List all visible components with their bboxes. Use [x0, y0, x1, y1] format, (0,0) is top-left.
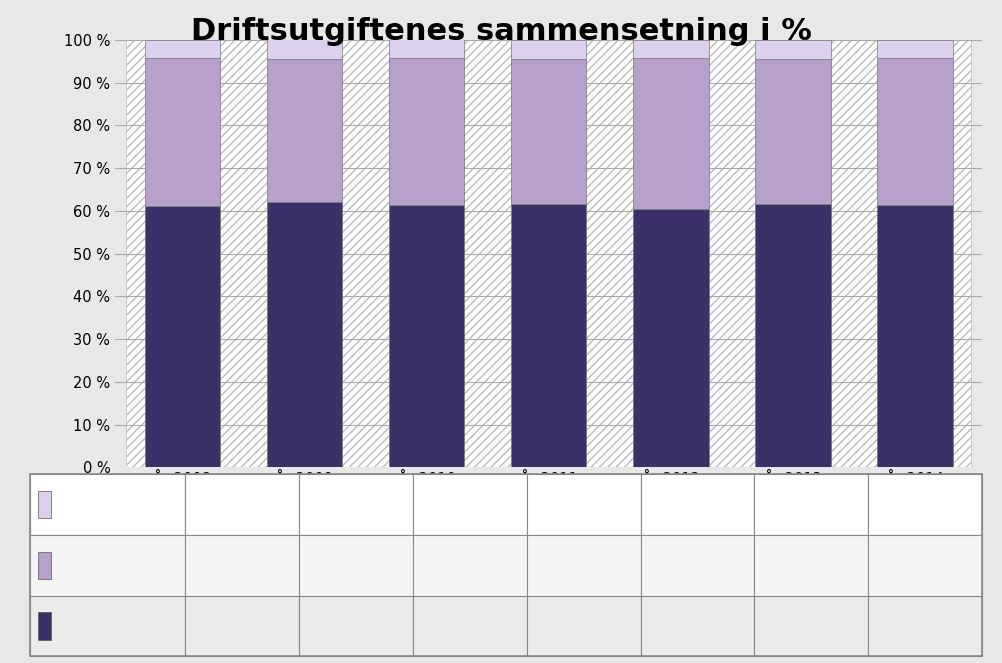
Text: 4,2 %: 4,2 % — [906, 498, 944, 511]
Bar — [267, 202, 343, 467]
Bar — [144, 58, 220, 206]
Text: 61,7 %: 61,7 % — [560, 619, 607, 633]
Text: Driftsutgiftenes sammensetning i %: Driftsutgiftenes sammensetning i % — [190, 17, 812, 46]
Text: 4,4 %: 4,4 % — [565, 498, 602, 511]
Bar — [389, 58, 464, 206]
Bar — [267, 39, 343, 58]
Bar — [511, 58, 586, 204]
Bar — [389, 39, 464, 58]
Text: Avskrivninger: Avskrivninger — [56, 498, 147, 511]
Text: 60,5 %: 60,5 % — [674, 619, 720, 633]
Bar — [755, 58, 831, 204]
Text: 34,5 %: 34,5 % — [219, 559, 266, 572]
Bar — [144, 40, 220, 58]
Bar — [144, 206, 220, 467]
Bar — [633, 58, 708, 209]
Text: 35,3 %: 35,3 % — [674, 559, 720, 572]
Text: Lønn og sosiale utgifter: Lønn og sosiale utgifter — [56, 619, 213, 633]
Bar — [755, 40, 831, 58]
Text: 62,1 %: 62,1 % — [333, 619, 379, 633]
Text: 61,2 %: 61,2 % — [219, 619, 266, 633]
Text: 61,3 %: 61,3 % — [447, 619, 493, 633]
Text: 4,3 %: 4,3 % — [223, 498, 262, 511]
Text: 33,9 %: 33,9 % — [560, 559, 607, 572]
Bar — [511, 204, 586, 467]
Text: 4,2 %: 4,2 % — [678, 498, 716, 511]
Text: 61,6 %: 61,6 % — [789, 619, 835, 633]
Bar — [511, 40, 586, 58]
Text: 33,5 %: 33,5 % — [333, 559, 380, 572]
Text: 34,4 %: 34,4 % — [902, 559, 948, 572]
Text: Andre driftsutgifter: Andre driftsutgifter — [56, 559, 183, 572]
Text: 34,4 %: 34,4 % — [447, 559, 493, 572]
Text: 4,4 %: 4,4 % — [451, 498, 489, 511]
Bar — [877, 40, 953, 58]
Bar — [877, 58, 953, 206]
Bar — [389, 206, 464, 467]
Bar — [633, 209, 708, 467]
Bar — [877, 206, 953, 467]
Bar — [755, 204, 831, 467]
Text: 4,5 %: 4,5 % — [337, 498, 375, 511]
Text: 4,4 %: 4,4 % — [793, 498, 830, 511]
Bar — [633, 40, 708, 58]
Text: 34,0 %: 34,0 % — [789, 559, 835, 572]
Bar — [267, 58, 343, 202]
Text: 61,3 %: 61,3 % — [902, 619, 948, 633]
